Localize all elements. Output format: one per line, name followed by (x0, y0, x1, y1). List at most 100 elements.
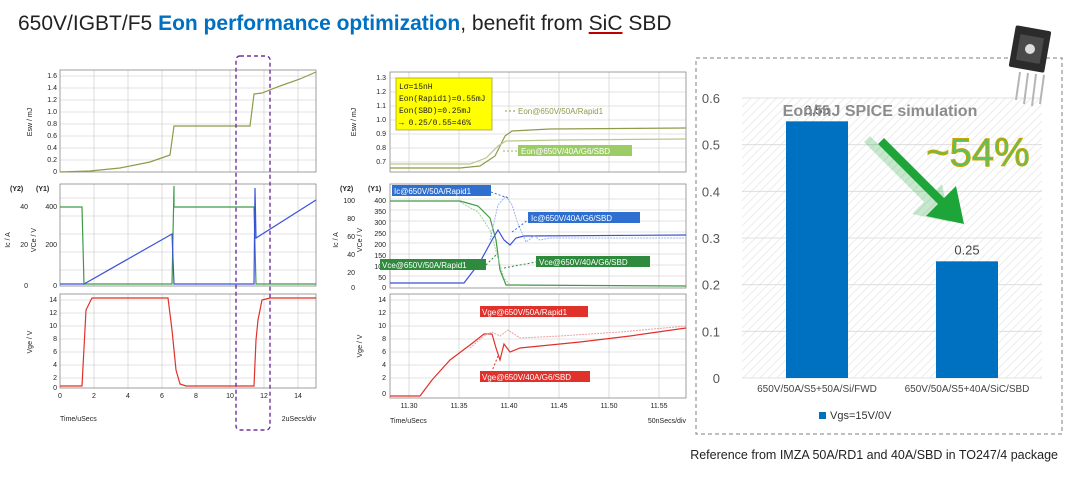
tick: 11.35 (451, 403, 468, 410)
right-panel1-ticks: 1.3 1.2 1.1 1.0 0.9 0.8 0.7 (376, 75, 386, 166)
right-panel2-ylabel-y2: Ic / A (333, 232, 340, 248)
bars (786, 121, 998, 378)
tick: 0.6 (47, 133, 57, 140)
tick: 20 (20, 242, 28, 249)
bar-y-ticks: 0 0.1 0.2 0.3 0.4 0.5 0.6 (702, 91, 720, 386)
tick: 0 (24, 283, 28, 290)
bar-value-label: 0.25 (954, 242, 979, 257)
label-vge-rapid: Vge@650V/50A/Rapid1 (482, 308, 568, 317)
tick: 50 (378, 275, 386, 282)
tick: 2 (53, 375, 57, 382)
bar-value-label: 0.55 (804, 102, 829, 117)
label-eon-rapid: Eon@650V/50A/Rapid1 (518, 107, 604, 116)
tick: 10 (378, 323, 386, 330)
bar-chart-title: Eon/mJ SPICE simulation (783, 103, 978, 120)
left-panel3-ylabel: Vge / V (27, 330, 34, 353)
tick: 4 (53, 362, 57, 369)
right-ic-rapid-curve (489, 195, 686, 243)
tick: 4 (382, 362, 386, 369)
tick: 1.6 (47, 73, 57, 80)
tick: 11.55 (651, 403, 668, 410)
left-vce-curve (60, 185, 316, 285)
tick: 250 (374, 231, 386, 238)
tick: 0.8 (47, 121, 57, 128)
right-panel2-ticks: 100 80 60 40 20 0 400 350 300 250 200 15… (343, 198, 386, 292)
right-scope: 1.3 1.2 1.1 1.0 0.9 0.8 0.7 Esw / mJ Lσ=… (333, 71, 687, 425)
right-panel3-frame (389, 293, 687, 399)
tick: 12 (49, 310, 57, 317)
tick: 11.50 (601, 403, 618, 410)
annotation-line: Lσ=15nH (399, 83, 433, 92)
tick: 1.2 (376, 89, 386, 96)
left-x-div: 2uSecs/div (282, 416, 317, 423)
tick: 10 (49, 323, 57, 330)
right-panel3-ylabel: Vge / V (357, 334, 364, 357)
tick: 80 (347, 216, 355, 223)
bar-y-tick: 0.3 (702, 231, 720, 246)
tick: 40 (347, 252, 355, 259)
bar-y-tick: 0.1 (702, 324, 720, 339)
highlight-window (235, 55, 271, 431)
tick: 350 (374, 209, 386, 216)
right-vge-sbd-curve (390, 327, 687, 397)
tick: 0 (351, 285, 355, 292)
right-panel3-ticks: 14 12 10 8 6 4 2 0 (378, 297, 386, 398)
tick: 12 (260, 393, 268, 400)
annotation-box: Lσ=15nH Eon(Rapid1)=0.55mJ Eon(SBD)=0.25… (395, 77, 493, 131)
right-vce-sbd-curve (390, 200, 687, 287)
tick: 300 (374, 220, 386, 227)
left-panel1-ticks: 1.6 1.4 1.2 1.0 0.8 0.6 0.4 0.2 0 (47, 73, 57, 176)
right-panel1-ylabel: Esw / mJ (351, 108, 358, 136)
left-y2-tag: (Y2) (10, 186, 23, 193)
left-panel2-ylabel-y2: Ic / A (5, 232, 12, 248)
right-eon-rapid-curve (390, 127, 687, 169)
title-highlight: Eon performance optimization (158, 12, 461, 35)
right-x-div: 50nSecs/div (648, 418, 687, 425)
page-title: 650V/IGBT/F5 Eon performance optimizatio… (18, 12, 672, 36)
left-scope: 1.6 1.4 1.2 1.0 0.8 0.6 0.4 0.2 0 Esw / … (5, 55, 317, 431)
tick: 6 (382, 349, 386, 356)
tick: 0 (53, 169, 57, 176)
tick: 0.2 (47, 157, 57, 164)
right-vge-rapid-curve (469, 325, 687, 349)
bar-category-label: 650V/50A/S5+40A/SiC/SBD (905, 384, 1030, 395)
left-panel1-grid (60, 70, 316, 172)
bar-value-labels: 0.55 0.25 (804, 102, 979, 257)
tick: 2 (92, 393, 96, 400)
right-y1-tag: (Y1) (368, 186, 381, 193)
left-vge-curve (60, 297, 316, 387)
left-panel3-grid (60, 294, 316, 388)
tick: 11.45 (551, 403, 568, 410)
left-panel3-frame (59, 293, 317, 389)
tick: 6 (160, 393, 164, 400)
label-vge-sbd: Vge@650V/40A/G6/SBD (482, 373, 571, 382)
left-ic-curve (60, 187, 317, 285)
right-eon-sbd-curve (390, 138, 687, 165)
tick: 8 (194, 393, 198, 400)
legend-label: Vgs=15V/0V (830, 410, 892, 422)
tick: 0 (53, 283, 57, 290)
reference-note: Reference from IMZA 50A/RD1 and 40A/SBD … (690, 448, 1058, 462)
reduction-arrow (858, 136, 964, 224)
title-prefix: 650V/IGBT/F5 (18, 12, 159, 35)
bar-y-tick: 0 (713, 371, 720, 386)
tick: 100 (343, 198, 355, 205)
tick: 2 (382, 375, 386, 382)
tick: 14 (378, 297, 386, 304)
left-x-label: Time/uSecs (60, 416, 97, 423)
left-panel2-grid (60, 184, 316, 286)
tick: 0 (382, 285, 386, 292)
eon-bar-chart: 0 0.1 0.2 0.3 0.4 0.5 0.6 0.55 0.25 650V/50A/S5… (695, 25, 1063, 435)
tick: 11.30 (401, 403, 418, 410)
left-panel2-frame (59, 183, 317, 287)
annotation-line: Eon(SBD)=0.25mJ (399, 107, 471, 116)
tick: 0 (53, 385, 57, 392)
left-panel1-ylabel: Esw / mJ (27, 108, 34, 136)
tick: 14 (294, 393, 302, 400)
label-eon-sbd: Eon@650V/40A/G6/SBD (521, 147, 610, 156)
annotation-line: → 0.25/0.55=46% (399, 119, 471, 128)
title-underlined: SiC (588, 12, 623, 35)
tick: 12 (378, 310, 386, 317)
title-mid: , benefit from (460, 12, 589, 35)
